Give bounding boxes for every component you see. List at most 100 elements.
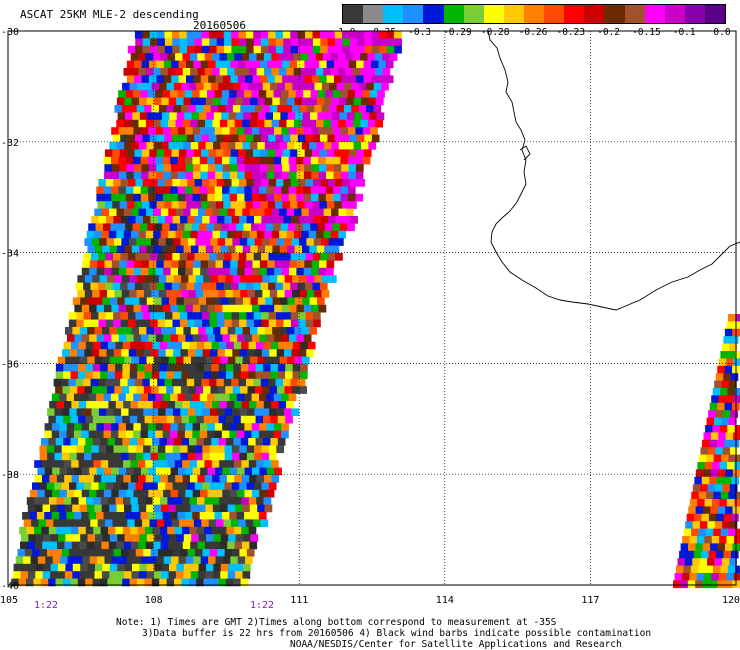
swath-pixel xyxy=(248,526,257,535)
swath-pixel xyxy=(253,45,262,54)
swath-pixel xyxy=(717,365,725,374)
swath-pixel xyxy=(235,97,243,106)
swath-pixel xyxy=(262,82,271,91)
swath-pixel xyxy=(146,208,154,217)
swath-pixel xyxy=(304,164,312,172)
swath-pixel xyxy=(177,193,186,202)
swath-pixel xyxy=(298,216,307,224)
swath-pixel xyxy=(260,31,269,39)
swath-pixel xyxy=(256,475,265,483)
swath-pixel xyxy=(366,82,374,91)
swath-pixel xyxy=(700,484,708,492)
swath-pixel xyxy=(270,415,279,424)
swath-pixel xyxy=(185,467,194,476)
swath-pixel xyxy=(228,563,236,572)
swath-pixel xyxy=(147,430,156,439)
swath-pixel xyxy=(287,356,295,365)
swath-pixel xyxy=(113,216,122,224)
swath-pixel xyxy=(96,193,105,202)
swath-pixel xyxy=(690,565,699,574)
swath-pixel xyxy=(382,53,390,61)
swath-pixel xyxy=(99,238,107,246)
swath-pixel xyxy=(274,171,282,180)
swath-pixel xyxy=(227,208,236,217)
lon-tick-label: 114 xyxy=(436,595,454,606)
swath-pixel xyxy=(150,319,158,328)
swath-pixel xyxy=(71,541,80,550)
swath-pixel xyxy=(107,578,116,587)
swath-pixel xyxy=(260,201,268,209)
swath-pixel xyxy=(203,371,212,380)
swath-pixel xyxy=(127,134,136,143)
swath-pixel xyxy=(72,297,81,306)
swath-pixel xyxy=(173,290,182,298)
swath-pixel xyxy=(215,149,224,158)
swath-pixel xyxy=(229,267,238,276)
swath-pixel xyxy=(142,38,151,47)
swath-pixel xyxy=(304,201,313,209)
swath-pixel xyxy=(185,334,194,343)
swath-pixel xyxy=(137,438,145,446)
swath-pixel xyxy=(702,439,710,448)
swath-pixel xyxy=(169,534,177,542)
swath-pixel xyxy=(697,462,706,470)
swath-pixel xyxy=(355,156,363,165)
swath-pixel xyxy=(187,179,195,187)
swath-pixel xyxy=(719,425,728,433)
swath-pixel xyxy=(248,364,256,372)
swath-pixel xyxy=(247,275,256,283)
swath-pixel xyxy=(705,528,714,537)
swath-pixel xyxy=(56,497,65,505)
swath-pixel xyxy=(185,304,194,313)
swath-pixel xyxy=(191,223,200,232)
swath-pixel xyxy=(208,556,216,565)
swath-pixel xyxy=(254,452,262,461)
swath-pixel xyxy=(707,558,715,566)
swath-pixel xyxy=(172,482,181,491)
swath-pixel xyxy=(342,134,350,143)
swath-pixel xyxy=(225,578,234,587)
swath-pixel xyxy=(146,504,154,513)
swath-pixel xyxy=(175,53,183,61)
swath-pixel xyxy=(214,430,223,439)
swath-pixel xyxy=(80,534,88,542)
swath-pixel xyxy=(78,497,87,505)
swath-pixel xyxy=(326,260,335,269)
swath-pixel xyxy=(251,127,260,135)
swath-pixel xyxy=(127,282,136,291)
swath-pixel xyxy=(297,201,305,209)
swath-pixel xyxy=(267,60,276,69)
swath-pixel xyxy=(109,534,118,542)
swath-pixel xyxy=(240,371,249,380)
swath-pixel xyxy=(144,275,152,283)
swath-pixel xyxy=(237,423,245,431)
swath-pixel xyxy=(371,75,379,84)
swath-pixel xyxy=(275,45,284,54)
swath-pixel xyxy=(76,482,85,491)
swath-pixel xyxy=(148,304,157,313)
swath-pixel xyxy=(301,327,310,335)
swath-pixel xyxy=(263,364,271,372)
swath-pixel xyxy=(284,238,292,246)
swath-pixel xyxy=(122,526,131,535)
swath-pixel xyxy=(256,53,265,61)
swath-pixel xyxy=(94,327,103,335)
swath-pixel xyxy=(314,105,322,113)
swath-pixel xyxy=(729,521,738,529)
swath-pixel xyxy=(118,393,127,402)
swath-pixel xyxy=(200,260,209,269)
swath-pixel xyxy=(330,119,339,128)
swath-pixel xyxy=(111,260,120,269)
swath-pixel xyxy=(108,541,117,550)
swath-pixel xyxy=(320,38,328,47)
swath-pixel xyxy=(163,75,172,84)
swath-pixel xyxy=(290,179,299,187)
swath-pixel xyxy=(186,201,194,209)
swath-pixel xyxy=(280,223,289,232)
swath-pixel xyxy=(109,356,118,365)
swath-pixel xyxy=(316,230,324,239)
swath-pixel xyxy=(118,467,127,476)
swath-pixel xyxy=(174,497,183,505)
swath-pixel xyxy=(55,371,64,380)
swath-pixel xyxy=(269,452,277,461)
